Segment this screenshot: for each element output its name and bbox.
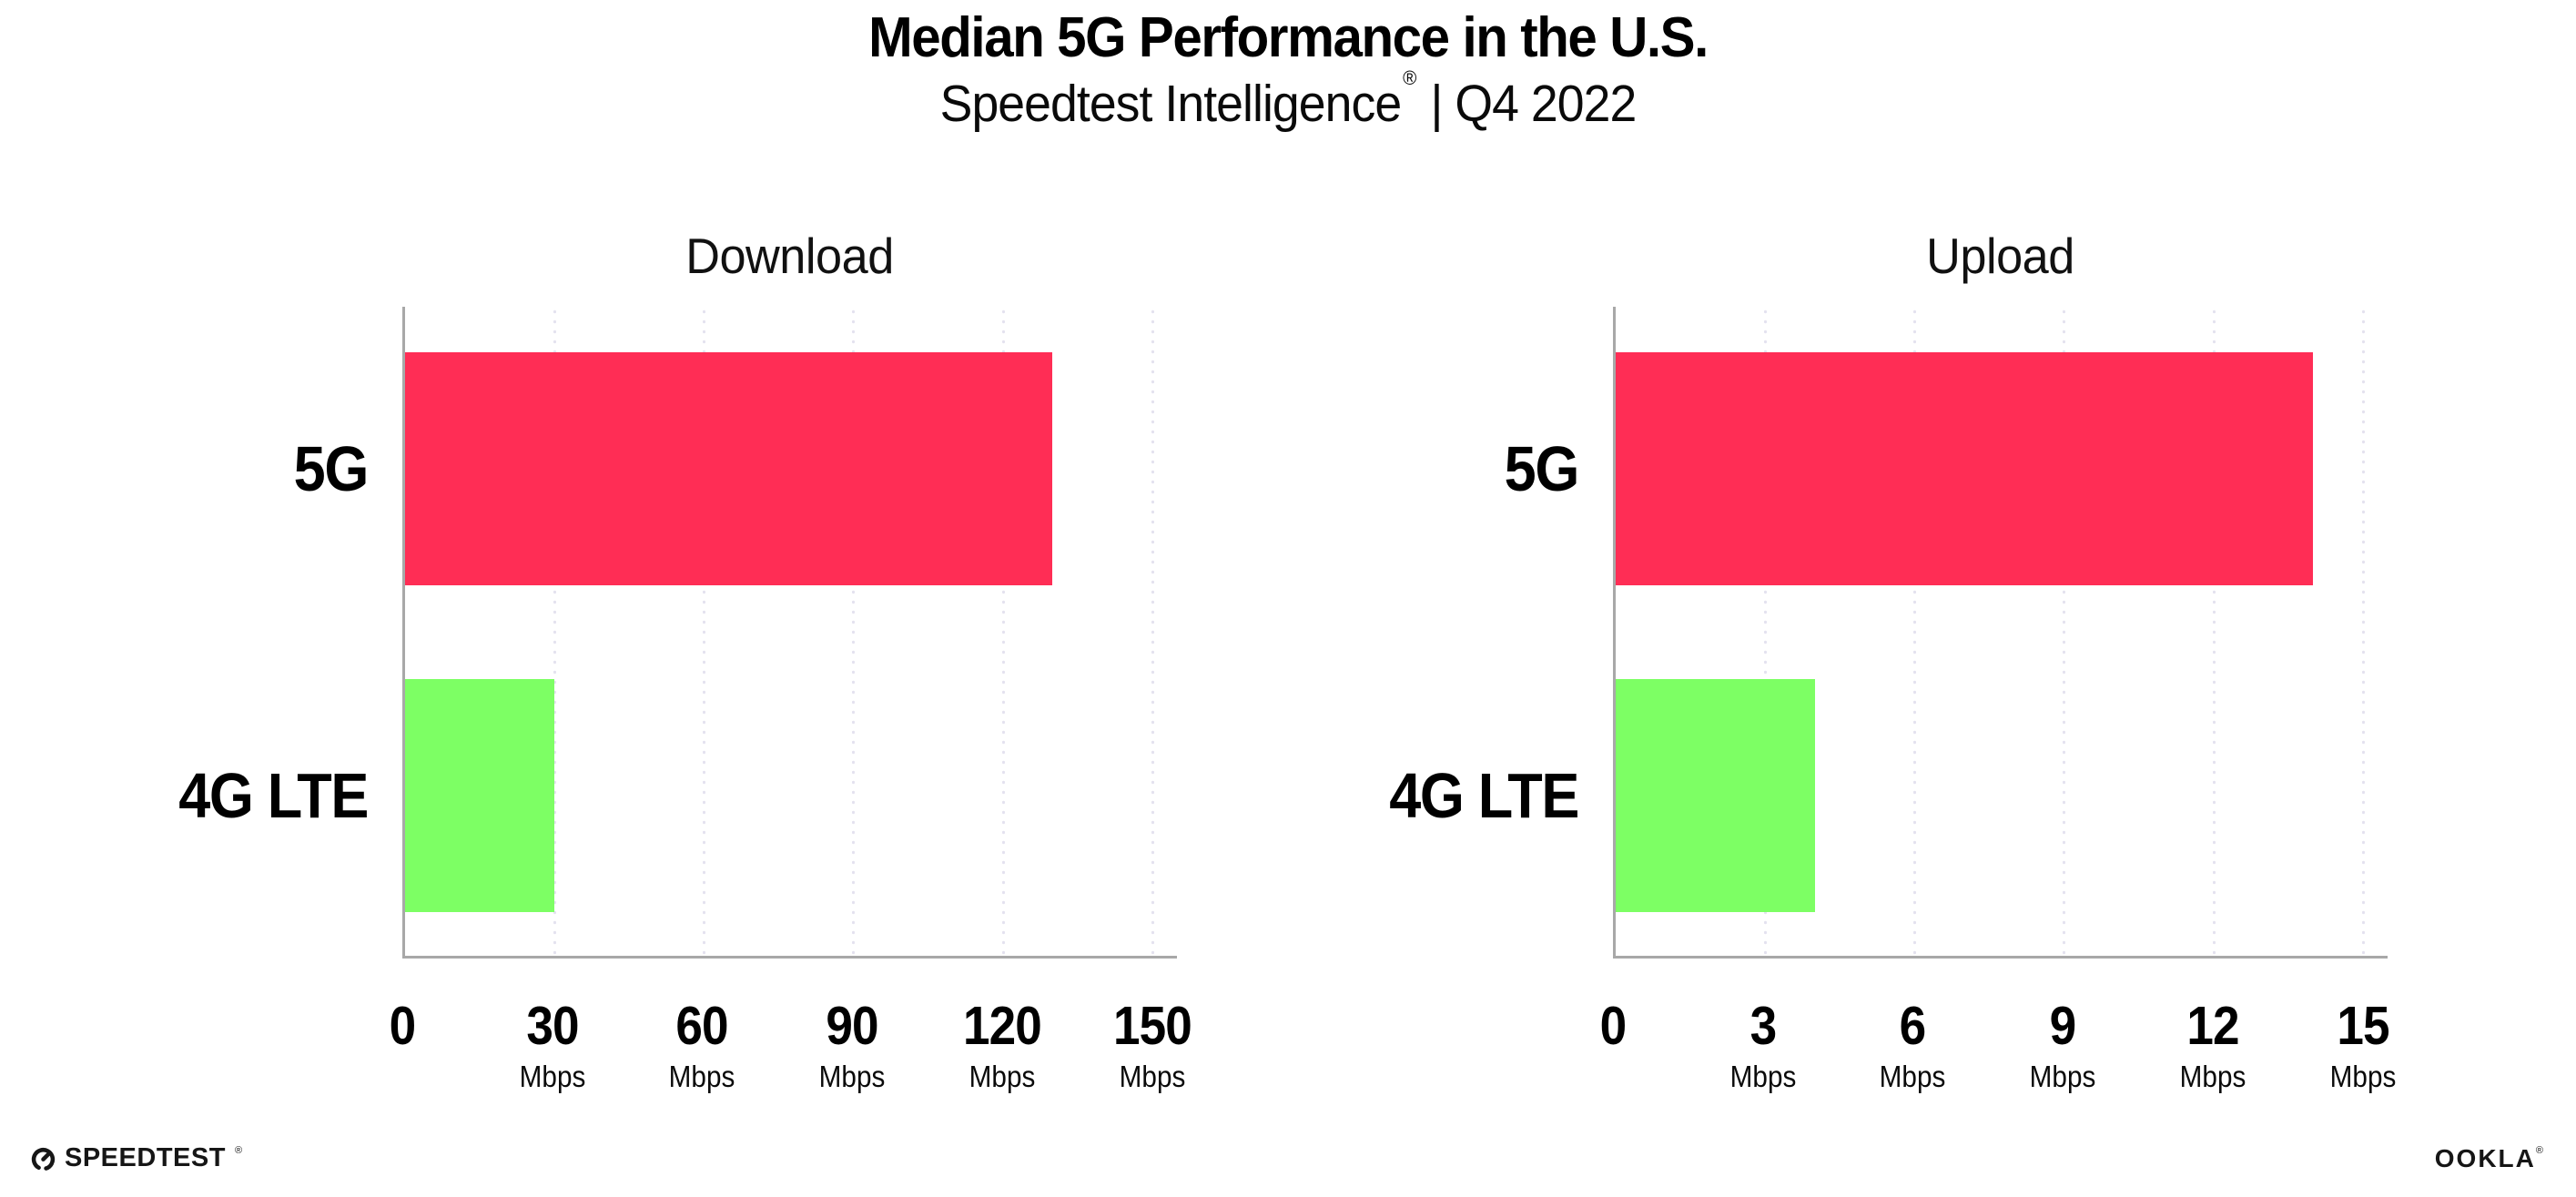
x-tick-9: 9 Mbps xyxy=(2030,999,2096,1094)
x-tick-unit: Mbps xyxy=(1119,1060,1185,1094)
x-tick-6: 6 Mbps xyxy=(1880,999,1946,1094)
x-tick-value: 3 xyxy=(1749,996,1777,1056)
x-tick-30: 30 Mbps xyxy=(519,999,585,1094)
x-tick-value: 120 xyxy=(962,996,1042,1056)
x-tick-value: 90 xyxy=(826,996,878,1056)
x-tick-150: 150 Mbps xyxy=(1113,999,1192,1094)
gridline-90-mbps xyxy=(852,307,856,956)
upload-chart-panel: Upload 5G 4G LTE 0 3 Mbps 6 Mbps 9 Mbps 12 Mbps 15… xyxy=(1389,228,2396,1093)
chart-subtitle: Speedtest Intelligence® | Q4 2022 xyxy=(77,66,2499,134)
bar-4g-lte-download xyxy=(405,679,555,912)
bar-4g-lte-upload xyxy=(1616,679,1815,912)
speedtest-gauge-icon xyxy=(31,1147,56,1171)
x-tick-unit: Mbps xyxy=(2329,1060,2396,1094)
gridline-6-mbps xyxy=(1913,307,1917,956)
x-tick-90: 90 Mbps xyxy=(819,999,886,1094)
x-tick-value: 0 xyxy=(389,996,417,1056)
upload-x-axis-ticks: 0 3 Mbps 6 Mbps 9 Mbps 12 Mbps 15 Mbps xyxy=(1600,999,2396,1126)
subtitle-separator: | xyxy=(1430,75,1443,133)
x-tick-value: 60 xyxy=(675,996,729,1056)
category-label-5g: 5G xyxy=(293,433,370,504)
download-plot-area xyxy=(402,307,1177,959)
ookla-wordmark: OOKLA xyxy=(2434,1144,2536,1172)
gridline-30-mbps xyxy=(553,307,557,956)
x-tick-value: 9 xyxy=(2049,996,2077,1056)
upload-category-axis: 5G 4G LTE xyxy=(1178,307,1580,959)
x-tick-unit: Mbps xyxy=(2179,1060,2246,1094)
gridline-150-mbps xyxy=(1151,307,1154,956)
x-tick-unit: Mbps xyxy=(818,1060,886,1094)
upload-plot-area xyxy=(1613,307,2388,959)
x-tick-60: 60 Mbps xyxy=(669,999,735,1094)
subtitle-period: Q4 2022 xyxy=(1455,75,1637,133)
x-tick-120: 120 Mbps xyxy=(962,996,1042,1094)
gridline-9-mbps xyxy=(2063,307,2066,956)
x-tick-unit: Mbps xyxy=(1729,1060,1797,1094)
x-tick-value: 0 xyxy=(1599,996,1628,1056)
registered-mark: ® xyxy=(2535,1144,2543,1156)
x-tick-unit: Mbps xyxy=(1880,1060,1946,1094)
download-chart-panel: Download 5G 4G LTE 0 30 Mbps 60 Mbps 90 Mbps 120… xyxy=(178,228,1192,1093)
x-tick-unit: Mbps xyxy=(2029,1060,2096,1094)
gridline-120-mbps xyxy=(1001,307,1005,956)
registered-mark: ® xyxy=(234,1144,243,1156)
gridline-3-mbps xyxy=(1764,307,1768,956)
x-tick-12: 12 Mbps xyxy=(2180,999,2246,1094)
gridline-12-mbps xyxy=(2212,307,2216,956)
bar-5g-upload xyxy=(1616,352,2313,585)
x-tick-unit: Mbps xyxy=(519,1060,586,1094)
x-tick-0: 0 xyxy=(1599,996,1628,1056)
speedtest-logo: SPEEDTEST ® xyxy=(31,1143,242,1173)
speedtest-wordmark: SPEEDTEST xyxy=(65,1143,226,1172)
gridline-60-mbps xyxy=(703,307,706,956)
x-tick-value: 15 xyxy=(2336,996,2389,1056)
download-x-axis-ticks: 0 30 Mbps 60 Mbps 90 Mbps 120 Mbps 150 Mbps xyxy=(390,996,1192,1126)
panel-title-upload: Upload xyxy=(1926,228,2074,284)
x-tick-value: 12 xyxy=(2186,996,2239,1056)
category-label-4g-lte: 4G LTE xyxy=(1389,760,1579,831)
x-tick-unit: Mbps xyxy=(969,1060,1036,1094)
category-label-5g: 5G xyxy=(1504,433,1580,504)
bar-5g-download xyxy=(405,352,1053,585)
panel-title-download: Download xyxy=(685,228,894,284)
x-tick-value: 6 xyxy=(1900,996,1927,1056)
gridline-15-mbps xyxy=(2361,307,2365,956)
x-tick-0: 0 xyxy=(389,996,417,1056)
subtitle-brand: Speedtest Intelligence xyxy=(939,75,1403,133)
x-tick-unit: Mbps xyxy=(669,1060,735,1094)
chart-header: Median 5G Performance in the U.S. Speedt… xyxy=(0,5,2576,134)
download-category-axis: 5G 4G LTE xyxy=(0,307,370,959)
registered-trademark-mark: ® xyxy=(1403,66,1416,89)
x-tick-value: 30 xyxy=(526,996,579,1056)
x-tick-value: 150 xyxy=(1112,996,1192,1056)
x-tick-15: 15 Mbps xyxy=(2329,999,2396,1094)
x-tick-3: 3 Mbps xyxy=(1729,999,1796,1094)
category-label-4g-lte: 4G LTE xyxy=(178,760,369,831)
ookla-logo: OOKLA® xyxy=(2435,1144,2543,1173)
page-title: Median 5G Performance in the U.S. xyxy=(868,6,1709,69)
